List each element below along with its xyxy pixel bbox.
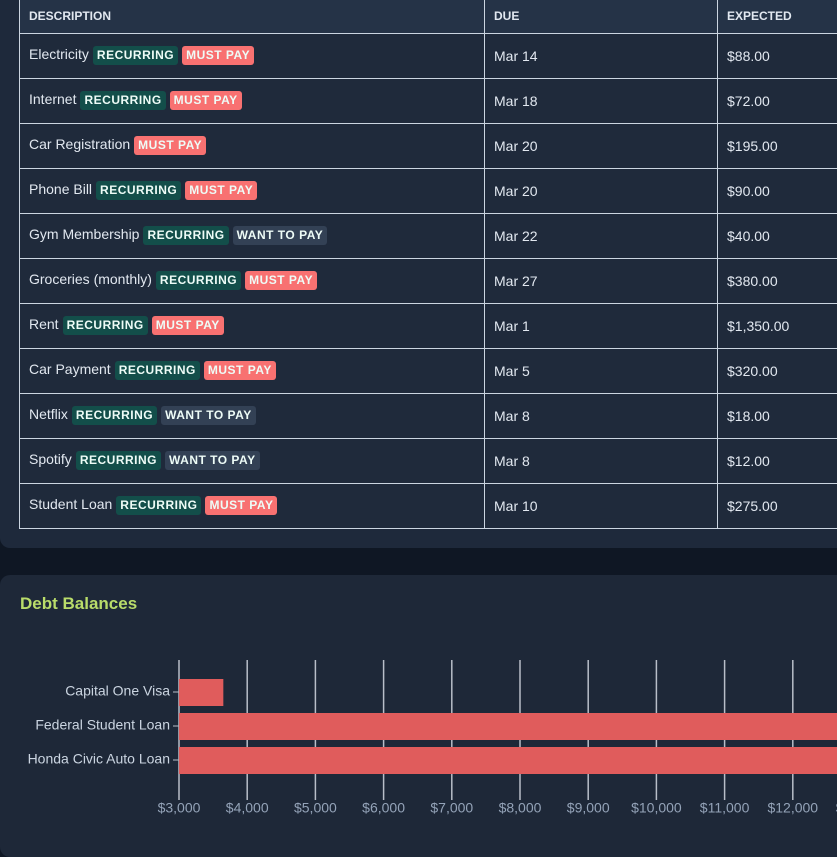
x-tick-label: $3,000 xyxy=(158,800,201,816)
chart: $3,000 $4,000 $5,000 $6,000 $7,000 $8,000 $9,0… xyxy=(0,0,837,837)
y-tick-label: Honda Civic Auto Loan xyxy=(28,751,170,767)
x-tick-label: $6,000 xyxy=(362,800,405,816)
x-tick-label: $8,000 xyxy=(499,800,542,816)
x-tick-label: $11,000 xyxy=(700,800,750,816)
x-tick-label: $9,000 xyxy=(567,800,610,816)
page: {"table": {"columns": ["DESCRIPTION", "D… xyxy=(0,0,837,837)
bar xyxy=(179,679,223,706)
x-tick-label: $4,000 xyxy=(226,800,269,816)
x-tick-label: $12,000 xyxy=(767,800,818,816)
y-tick-label: Capital One Visa xyxy=(65,683,170,699)
bar xyxy=(179,713,837,740)
x-tick-label: $10,000 xyxy=(631,800,682,816)
x-tick-label: $5,000 xyxy=(294,800,337,816)
y-tick-label: Federal Student Loan xyxy=(35,717,170,733)
x-tick-label: $7,000 xyxy=(430,800,473,816)
bar xyxy=(179,747,837,774)
